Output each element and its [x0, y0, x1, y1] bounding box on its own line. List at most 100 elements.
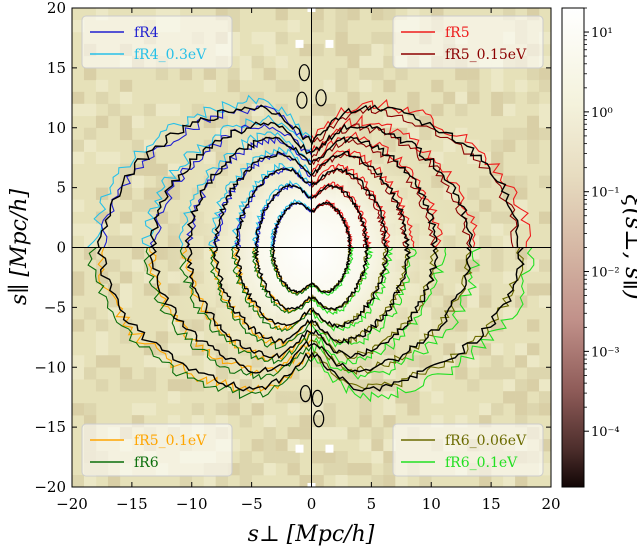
contour-line	[311, 247, 447, 365]
noise-cell	[107, 151, 121, 164]
noise-cell	[72, 103, 85, 117]
noise-cell	[527, 343, 540, 356]
noise-cell	[275, 79, 288, 93]
noise-cell	[335, 67, 348, 81]
x-tick-label: −5	[241, 495, 263, 513]
noise-cell	[335, 31, 348, 45]
noise-cell	[527, 367, 540, 380]
noise-cell	[479, 283, 492, 296]
noise-cell	[383, 415, 396, 428]
contour-line	[311, 247, 472, 373]
noise-cell	[539, 31, 551, 45]
noise-cell	[83, 223, 97, 236]
noise-cell	[263, 439, 276, 452]
y-tick-label: 5	[56, 179, 66, 197]
noise-cell	[107, 259, 121, 272]
noise-cell	[95, 343, 109, 356]
noise-cell	[443, 91, 456, 105]
noise-cell	[491, 223, 504, 236]
legend-top-right: fR5 fR5_0.15eV	[392, 15, 544, 69]
noise-cell	[119, 115, 133, 129]
y-tick-label: −10	[34, 358, 66, 376]
noise-cell	[479, 235, 492, 248]
contour-line	[311, 184, 368, 248]
contour-line	[253, 247, 312, 311]
noise-cell	[515, 187, 528, 200]
contour-line	[311, 104, 518, 248]
noise-cell	[95, 151, 109, 164]
noise-cell	[323, 415, 336, 428]
noise-cell	[143, 379, 157, 392]
noise-cell	[383, 403, 396, 416]
noise-cell	[539, 379, 551, 392]
noise-cell	[95, 355, 109, 368]
noise-cell	[143, 367, 157, 380]
noise-cell	[359, 403, 372, 416]
noise-cell	[407, 403, 420, 416]
noise-cell	[251, 31, 264, 45]
noise-cell	[227, 67, 240, 81]
noise-cell	[527, 283, 540, 296]
noise-cell	[311, 43, 324, 57]
noise-cell	[239, 451, 252, 464]
noise-cell	[395, 67, 408, 81]
contour-line	[311, 247, 535, 403]
noise-cell	[287, 463, 300, 476]
noise-cell	[119, 283, 133, 296]
contour-line	[311, 136, 438, 248]
noise-cell	[515, 475, 528, 487]
contour-island	[315, 89, 327, 107]
noise-cell	[239, 55, 252, 69]
noise-cell	[539, 127, 551, 141]
noise-cell	[371, 67, 384, 81]
noise-cell	[347, 427, 360, 440]
noise-cell	[527, 127, 540, 141]
noise-cell	[491, 355, 504, 368]
noise-cell	[347, 91, 360, 105]
noise-cell	[143, 199, 157, 212]
noise-cell	[371, 55, 384, 69]
noise-cell	[395, 475, 408, 487]
contour-line	[149, 121, 312, 249]
noise-cell	[95, 187, 109, 200]
noise-cell	[503, 187, 516, 200]
noise-cell	[119, 223, 133, 236]
noise-cell	[83, 475, 97, 487]
noise-cell	[72, 151, 85, 164]
legend-box	[81, 423, 233, 477]
noise-cell	[383, 475, 396, 487]
noise-cell	[72, 475, 85, 487]
noise-cell	[503, 271, 516, 284]
noise-cell	[72, 367, 85, 380]
noise-cell	[539, 67, 551, 81]
noise-cell	[72, 355, 85, 368]
noise-cell	[359, 463, 372, 476]
contour-line	[143, 247, 312, 381]
contour-line	[254, 183, 312, 248]
noise-cell	[95, 79, 109, 93]
noise-cell	[119, 91, 133, 105]
contour-line	[311, 150, 410, 248]
noise-cell	[95, 91, 109, 105]
noise-cell	[335, 451, 348, 464]
y-tick-label: 10	[47, 119, 66, 137]
noise-cell	[203, 79, 216, 93]
x-tick-label: 10	[422, 495, 441, 513]
contour-island	[313, 410, 325, 428]
noise-cell	[323, 79, 336, 93]
contour-line	[311, 183, 370, 249]
noise-cell	[515, 391, 528, 404]
noise-cell	[347, 43, 360, 57]
x-tick-label: −20	[56, 495, 88, 513]
noise-cell	[143, 151, 157, 164]
legend-label: fR6	[134, 455, 159, 471]
contour-line	[186, 135, 312, 248]
colorbar-tick-label: 10⁰	[591, 106, 613, 121]
noise-cell	[131, 115, 145, 129]
empty-cell	[325, 444, 334, 453]
y-tick-label: −5	[44, 298, 66, 316]
contour-line	[310, 247, 389, 329]
empty-cell	[325, 39, 334, 48]
noise-cell	[467, 67, 480, 81]
colorbar	[561, 7, 585, 488]
